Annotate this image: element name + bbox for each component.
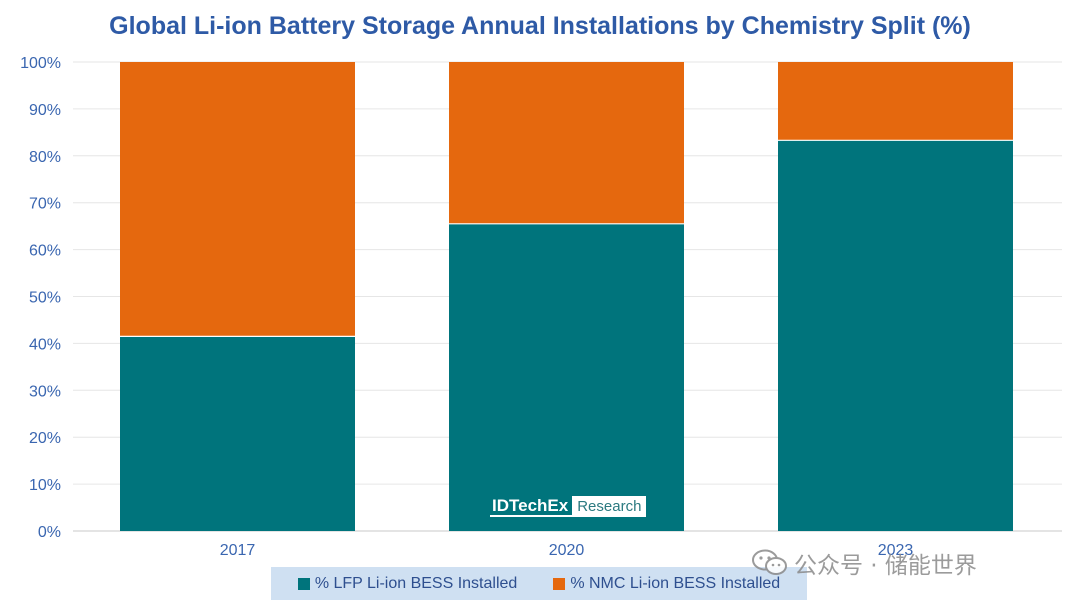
bar-lfp-2020 (449, 223, 684, 531)
y-tick-label: 90% (29, 102, 61, 119)
y-tick-label: 20% (29, 430, 61, 447)
bar-nmc-2023 (778, 62, 1013, 141)
legend-swatch-nmc (553, 577, 566, 590)
legend: % LFP Li-ion BESS Installed % NMC Li-ion… (271, 567, 807, 600)
y-tick-label: 0% (38, 524, 61, 541)
watermark-text: 公众号 · 储能世界 (794, 553, 977, 579)
wechat-icon (752, 549, 787, 575)
y-tick-label: 30% (29, 383, 61, 400)
idtechex-logo: IDTechEx Research (490, 495, 647, 518)
x-tick-label: 2020 (549, 542, 585, 559)
y-tick-label: 70% (29, 196, 61, 213)
chart-title: Global Li-ion Battery Storage Annual Ins… (109, 12, 971, 40)
legend-item-nmc: % NMC Li-ion BESS Installed (553, 575, 780, 593)
bar-nmc-2017 (120, 62, 355, 337)
legend-swatch-lfp (297, 577, 310, 590)
x-axis-labels: 2017 2020 2023 (220, 542, 914, 559)
y-tick-label: 10% (29, 477, 61, 494)
legend-item-lfp: % LFP Li-ion BESS Installed (297, 574, 518, 593)
y-tick-label: 60% (29, 243, 61, 260)
y-tick-label: 100% (20, 55, 61, 72)
y-tick-label: 80% (29, 149, 61, 166)
watermark: 公众号 · 储能世界 (752, 546, 977, 580)
brand-name: IDTechEx (490, 496, 573, 517)
y-tick-label: 40% (29, 336, 61, 353)
bar-lfp-2017 (120, 336, 355, 531)
y-tick-label: 50% (29, 290, 61, 307)
brand-tag: Research (572, 496, 647, 517)
bar-lfp-2023 (778, 140, 1013, 531)
bars (120, 62, 1013, 531)
bar-nmc-2020 (449, 62, 684, 224)
x-tick-label: 2023 (878, 542, 914, 559)
legend-label-nmc: % NMC Li-ion BESS Installed (570, 574, 781, 592)
x-tick-label: 2017 (220, 542, 256, 559)
legend-label-lfp: % LFP Li-ion BESS Installed (314, 574, 518, 592)
y-axis-ticks: 0% 10% 20% 30% 40% 50% 60% 70% 80% 90% 100% (20, 55, 61, 541)
